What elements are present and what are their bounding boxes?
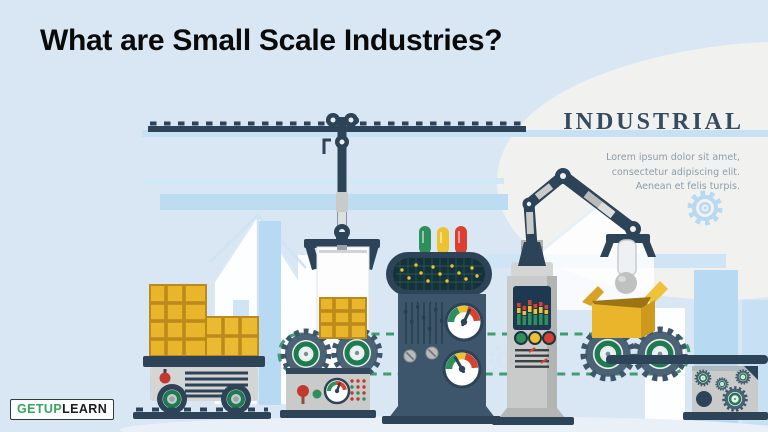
robotic-arm xyxy=(518,168,656,294)
screen-equalizer xyxy=(517,300,549,325)
pressure-gauge xyxy=(445,303,484,342)
equalizer-markers xyxy=(404,305,444,331)
tagline-line: Aenean et felis turpis. xyxy=(635,181,740,192)
control-machine xyxy=(382,226,502,424)
getuplearn-logo: GETUPLEARN xyxy=(10,399,115,420)
gripper xyxy=(600,234,656,277)
industrial-heading: INDUSTRIAL xyxy=(563,109,744,135)
tagline-line: consectetur adipiscing elit. xyxy=(611,166,740,178)
industrial-tagline: Lorem ipsum dolor sit amet, consectetur … xyxy=(606,151,740,195)
gear-icon xyxy=(687,190,723,226)
gearbox xyxy=(683,366,768,420)
pressure-gauge xyxy=(443,350,482,389)
steel-ball xyxy=(615,272,637,294)
open-box xyxy=(582,281,668,338)
logo-suffix: LEARN xyxy=(62,402,108,416)
tagline-line: Lorem ipsum dolor sit amet, xyxy=(606,152,740,163)
cargo-cart xyxy=(133,284,271,419)
crate-on-belt xyxy=(319,297,367,339)
page-title: What are Small Scale Industries? xyxy=(40,24,503,57)
logo-prefix: GETUP xyxy=(17,402,63,416)
button-grid xyxy=(350,379,366,401)
crane-trolley xyxy=(322,113,359,240)
display-dots xyxy=(400,263,479,283)
conveyor-belt xyxy=(277,330,768,379)
floor xyxy=(120,416,768,432)
control-console xyxy=(280,368,376,418)
